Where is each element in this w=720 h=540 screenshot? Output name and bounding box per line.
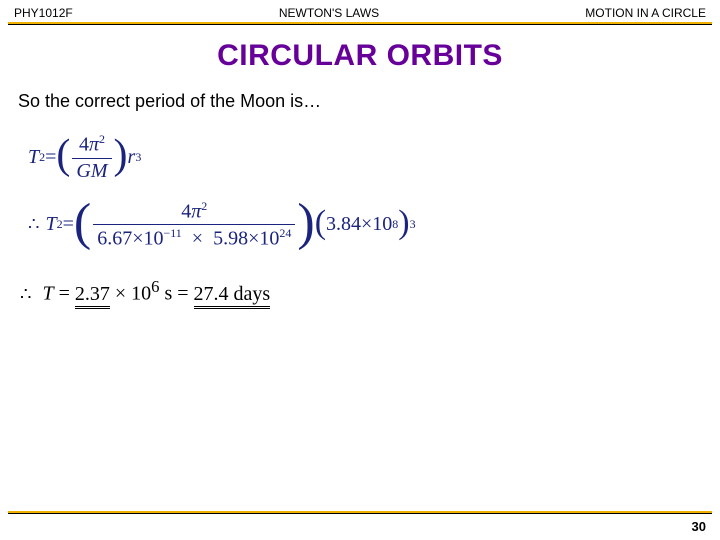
header-right: MOTION IN A CIRCLE — [585, 6, 706, 20]
slide-title: CIRCULAR ORBITS — [0, 39, 720, 73]
footer-rule — [8, 511, 712, 514]
eq1-equals: = — [45, 146, 56, 169]
eq2-fraction: 4π2 6.67×10−11 × 5.98×1024 — [93, 199, 295, 251]
result-line: ∴ T = 2.37 × 106 s = 27.4 days — [0, 253, 720, 306]
header-rule — [8, 22, 712, 25]
header-left: PHY1012F — [14, 6, 73, 20]
equation-2: ∴ T2 = ( 4π2 6.67×10−11 × 5.98×1024 ) ( … — [0, 195, 720, 253]
eq1-tail-base: r — [128, 146, 136, 169]
slide-header: PHY1012F NEWTON'S LAWS MOTION IN A CIRCL… — [0, 0, 720, 22]
therefore-symbol: ∴ — [28, 214, 39, 235]
therefore-symbol: ∴ — [20, 284, 31, 304]
equation-1: T2 = ( 4π2 GM ) r3 — [0, 128, 720, 185]
eq1-fraction: 4π2 GM — [72, 132, 111, 183]
intro-text: So the correct period of the Moon is… — [0, 91, 720, 112]
header-center: NEWTON'S LAWS — [279, 6, 379, 20]
eq1-lhs-base: T — [28, 146, 39, 169]
page-number: 30 — [692, 519, 706, 534]
eq1-tail-exp: 3 — [135, 150, 141, 165]
